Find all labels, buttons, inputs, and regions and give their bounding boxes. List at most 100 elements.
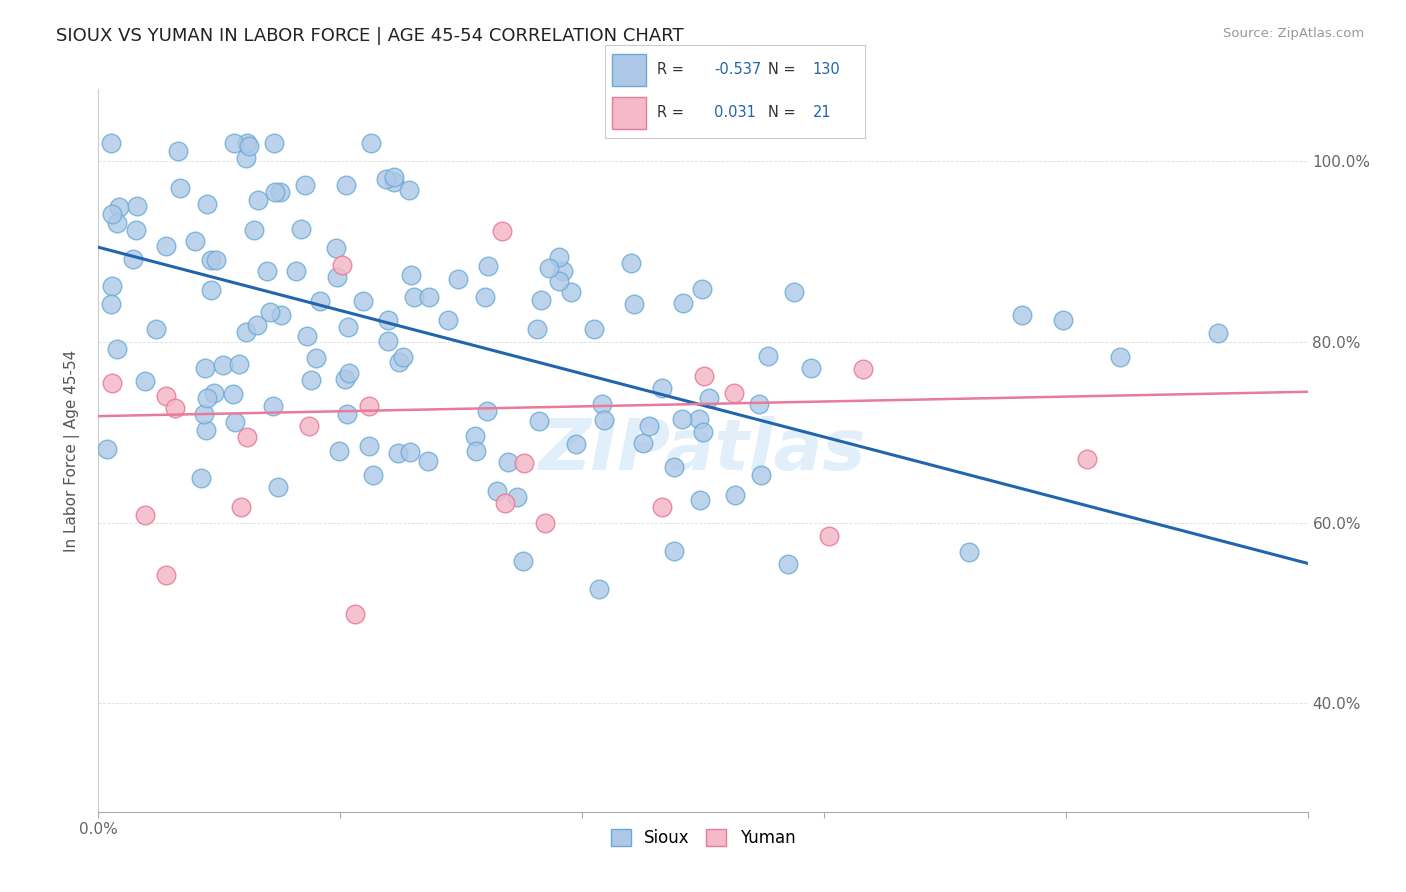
Text: N =: N = [769,105,796,120]
Point [200,253,222,268]
Point [202,386,225,401]
Point [337,366,360,380]
Point [101,376,124,390]
Point [96,442,118,456]
Point [697,391,720,405]
Point [325,241,347,255]
Point [263,185,285,199]
Point [343,607,366,622]
Point [418,290,440,304]
Point [565,437,588,451]
Point [122,252,145,266]
Point [620,256,643,270]
Point [1108,350,1130,364]
Point [193,407,215,421]
Point [360,136,382,151]
Point [957,545,980,559]
Point [399,268,422,282]
Point [155,388,177,402]
Point [359,439,381,453]
Point [235,326,257,340]
Text: ZIPatlas: ZIPatlas [540,416,866,485]
Point [336,408,359,422]
Point [224,415,246,429]
Point [328,444,350,458]
Point [560,285,582,300]
Point [377,313,399,327]
Point [145,322,167,336]
Point [166,144,188,158]
Point [551,264,574,278]
Point [474,289,496,303]
Point [387,446,409,460]
Point [537,261,560,276]
Point [416,454,439,468]
Point [290,221,312,235]
Text: N =: N = [769,62,796,78]
Point [100,136,122,151]
Point [269,185,291,199]
Point [800,360,823,375]
Point [200,283,222,297]
Point [593,413,616,427]
Point [651,500,673,515]
Text: 21: 21 [813,105,831,120]
Point [817,529,839,543]
Point [437,312,460,326]
Point [155,567,177,582]
Point [228,357,250,371]
Point [402,290,425,304]
Point [633,435,655,450]
Point [496,455,519,469]
Point [527,414,550,428]
Point [748,397,770,411]
Point [259,305,281,319]
Point [688,412,710,426]
Point [134,508,156,522]
Point [526,321,548,335]
Point [222,386,245,401]
Point [638,419,661,434]
Point [333,372,356,386]
Point [548,250,571,264]
Point [105,342,128,356]
Point [108,200,131,214]
Point [591,397,613,411]
Point [357,399,380,413]
Point [336,319,359,334]
Point [361,468,384,483]
Point [211,358,233,372]
Point [1011,309,1033,323]
Point [238,139,260,153]
Point [446,272,468,286]
Point [294,178,316,193]
Point [724,488,747,502]
Point [301,373,323,387]
Point [662,460,685,475]
Point [671,412,693,426]
Point [548,274,571,288]
Point [236,430,259,444]
Point [512,553,534,567]
Point [651,381,673,395]
Point [155,239,177,253]
Point [285,264,308,278]
Point [229,500,252,514]
Point [852,362,875,376]
Text: 0.031: 0.031 [714,105,755,120]
Point [332,258,354,272]
Point [398,183,420,197]
Point [195,197,218,211]
Point [246,318,269,333]
Point [749,468,772,483]
Point [756,349,779,363]
Point [235,136,257,151]
Point [1206,326,1229,341]
Point [692,425,714,440]
Point [100,278,122,293]
Point [783,285,806,299]
Point [134,374,156,388]
Point [298,418,321,433]
Point [382,169,405,184]
Point [582,321,605,335]
